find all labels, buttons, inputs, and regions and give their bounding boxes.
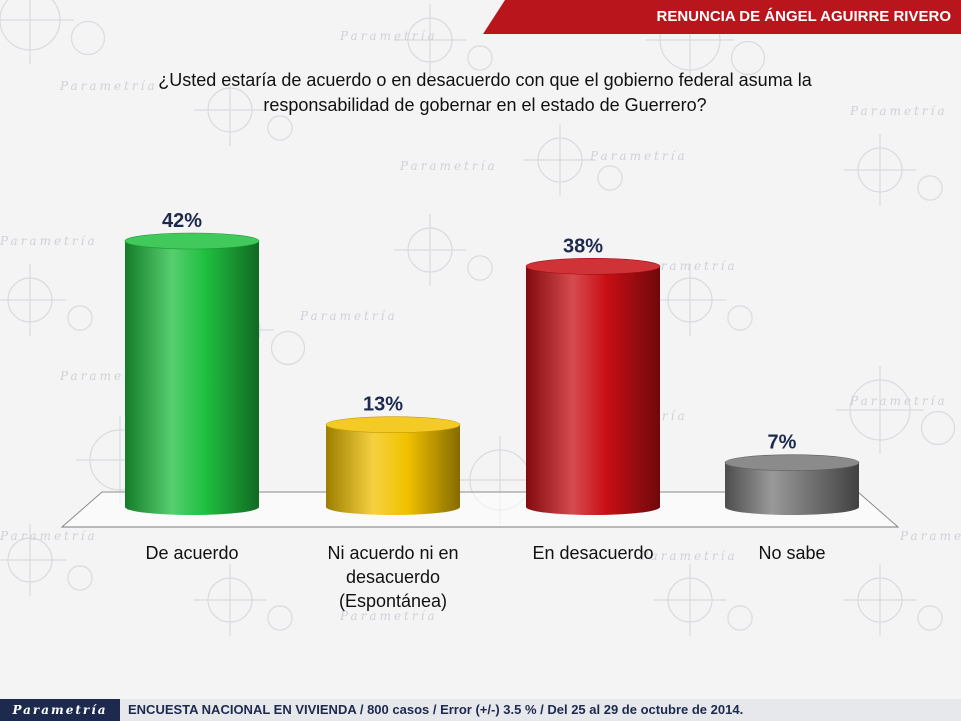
footer-bar: ENCUESTA NACIONAL EN VIVIENDA / 800 caso… [120, 699, 961, 721]
svg-text:Parametría: Parametría [849, 394, 948, 408]
footer-note: ENCUESTA NACIONAL EN VIVIENDA / 800 caso… [128, 702, 744, 717]
svg-text:Parametría: Parametría [589, 149, 688, 163]
svg-text:Parametría: Parametría [59, 79, 158, 93]
header-bar: RENUNCIA DE ÁNGEL AGUIRRE RIVERO [483, 0, 961, 34]
svg-text:Parametría: Parametría [339, 29, 438, 43]
header-title: RENUNCIA DE ÁNGEL AGUIRRE RIVERO [656, 8, 951, 25]
svg-text:Parametría: Parametría [639, 549, 738, 563]
svg-text:Parametría: Parametría [339, 609, 438, 623]
svg-text:Parametría: Parametría [899, 529, 961, 543]
data-label-2: 38% [563, 235, 603, 257]
category-label-1-line-0: Ni acuerdo ni en [327, 543, 459, 563]
svg-text:Parametría: Parametría [849, 104, 948, 118]
chart-title: ¿Usted estaría de acuerdo o en desacuerd… [120, 68, 850, 118]
svg-text:Parametría: Parametría [399, 159, 498, 173]
bar-top-3 [724, 454, 860, 471]
data-label-3: 7% [768, 432, 797, 454]
category-label-1: Ni acuerdo ni en desacuerdo (Espontánea) [298, 541, 488, 613]
chart-title-line-2: responsabilidad de gobernar en el estado… [263, 95, 707, 115]
svg-text:Parametría: Parametría [0, 234, 98, 248]
data-label-0: 42% [162, 210, 202, 232]
svg-text:Parametría: Parametría [639, 259, 738, 273]
category-label-2: En desacuerdo [498, 541, 688, 565]
category-label-1-line-2: (Espontánea) [338, 591, 448, 611]
category-label-2-line-0: En desacuerdo [532, 543, 654, 563]
parametria-logo: Parametría [0, 699, 120, 721]
category-label-3: No sabe [697, 541, 887, 565]
category-label-0: De acuerdo [97, 541, 287, 565]
bar-3 [725, 462, 859, 515]
bar-top-1 [325, 416, 461, 433]
bar-2 [526, 266, 660, 515]
bar-1 [326, 424, 460, 515]
data-label-1: 13% [363, 394, 403, 416]
category-label-0-line-0: De acuerdo [145, 543, 239, 563]
category-label-1-line-1: desacuerdo [345, 567, 441, 587]
category-label-3-line-0: No sabe [758, 543, 826, 563]
bar-top-0 [124, 232, 260, 250]
svg-text:Parametría: Parametría [0, 529, 98, 543]
bar-top-2 [525, 258, 661, 275]
chart-title-line-1: ¿Usted estaría de acuerdo o en desacuerd… [158, 70, 812, 90]
bar-0 [125, 241, 259, 515]
svg-text:Parametría: Parametría [299, 309, 398, 323]
